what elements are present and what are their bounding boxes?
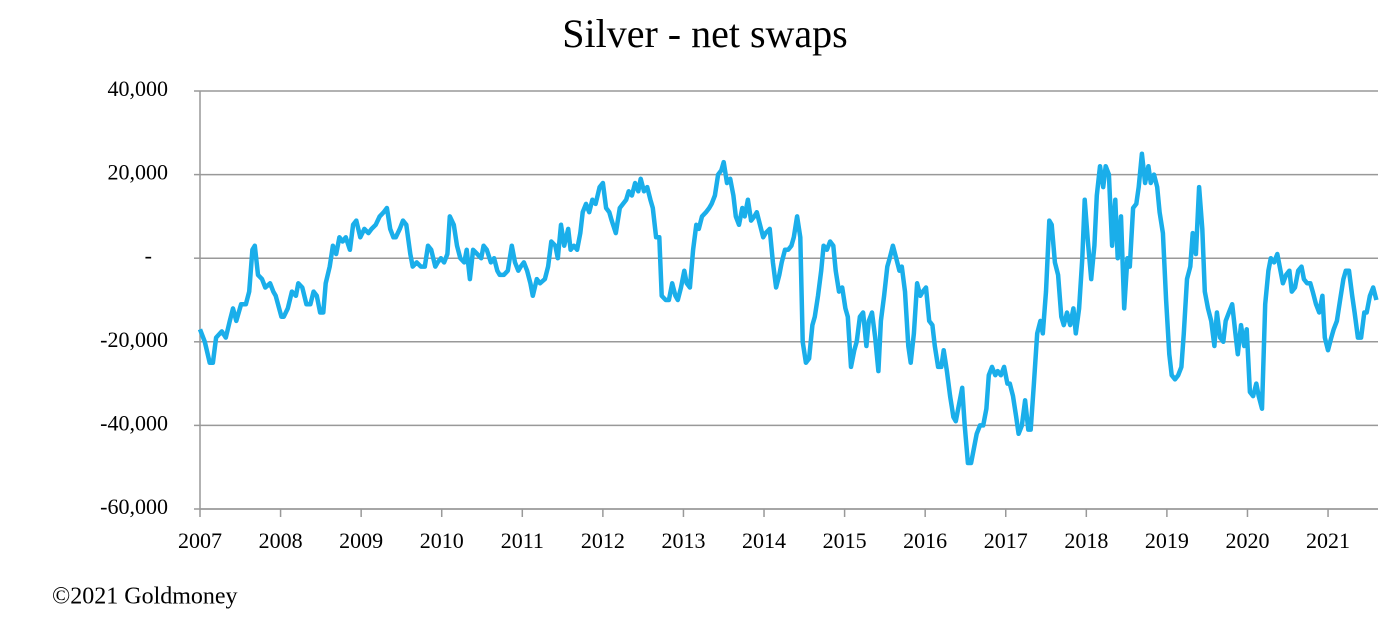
data-line bbox=[197, 151, 1379, 466]
x-tick-label: 2013 bbox=[661, 528, 705, 553]
x-tick-label: 2020 bbox=[1225, 528, 1269, 553]
y-tick-label: -60,000 bbox=[100, 494, 168, 519]
x-tick-label: 2019 bbox=[1145, 528, 1189, 553]
x-tick-label: 2011 bbox=[501, 528, 544, 553]
y-tick-label: 40,000 bbox=[108, 76, 169, 101]
x-tick-label: 2014 bbox=[742, 528, 786, 553]
x-tick-label: 2016 bbox=[903, 528, 947, 553]
y-tick-label: -20,000 bbox=[100, 327, 168, 352]
y-tick-label: -40,000 bbox=[100, 410, 168, 435]
y-tick-label: 20,000 bbox=[108, 160, 169, 185]
x-tick-label: 2017 bbox=[984, 528, 1028, 553]
x-tick-label: 2018 bbox=[1064, 528, 1108, 553]
copyright: ©2021 Goldmoney bbox=[52, 584, 238, 610]
x-tick-label: 2010 bbox=[420, 528, 464, 553]
x-tick-label: 2008 bbox=[259, 528, 303, 553]
x-tick-label: 2007 bbox=[178, 528, 222, 553]
y-tick-label: - bbox=[145, 243, 152, 268]
chart-title: Silver - net swaps bbox=[562, 11, 848, 56]
x-tick-label: 2012 bbox=[581, 528, 625, 553]
x-tick-label: 2021 bbox=[1306, 528, 1350, 553]
x-tick-label: 2015 bbox=[823, 528, 867, 553]
x-tick-label: 2009 bbox=[339, 528, 383, 553]
